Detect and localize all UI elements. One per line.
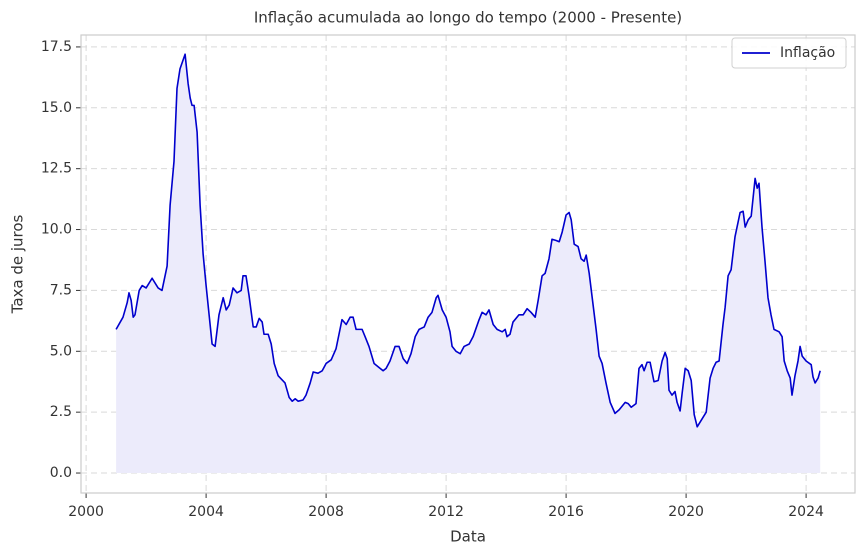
axes-frame (80, 34, 856, 494)
x-tick-label: 2024 (788, 504, 824, 520)
y-tick-label: 2.5 (50, 404, 72, 420)
x-tick-label: 2008 (308, 504, 344, 520)
x-tick-label: 2000 (68, 504, 104, 520)
plot-area (81, 35, 855, 493)
x-tick-label: 2004 (188, 504, 224, 520)
x-tick-label: 2016 (548, 504, 584, 520)
legend-label: Inflação (780, 45, 835, 61)
chart-title: Inflação acumulada ao longo do tempo (20… (254, 9, 682, 27)
line (115, 53, 821, 428)
x-axis-label: Data (450, 528, 486, 546)
y-tick-label: 17.5 (41, 39, 72, 55)
area-fill (116, 54, 821, 474)
y-tick-label: 7.5 (50, 282, 72, 298)
x-tick-label: 2012 (428, 504, 464, 520)
x-tick-label: 2020 (668, 504, 704, 520)
y-tick-label: 0.0 (50, 465, 72, 481)
legend-box (731, 37, 847, 69)
y-axis-label: Taxa de juros (9, 214, 27, 314)
y-tick-label: 5.0 (50, 343, 72, 359)
y-tick-label: 10.0 (41, 222, 72, 238)
y-tick-label: 15.0 (41, 100, 72, 116)
y-tick-label: 12.5 (41, 161, 72, 177)
